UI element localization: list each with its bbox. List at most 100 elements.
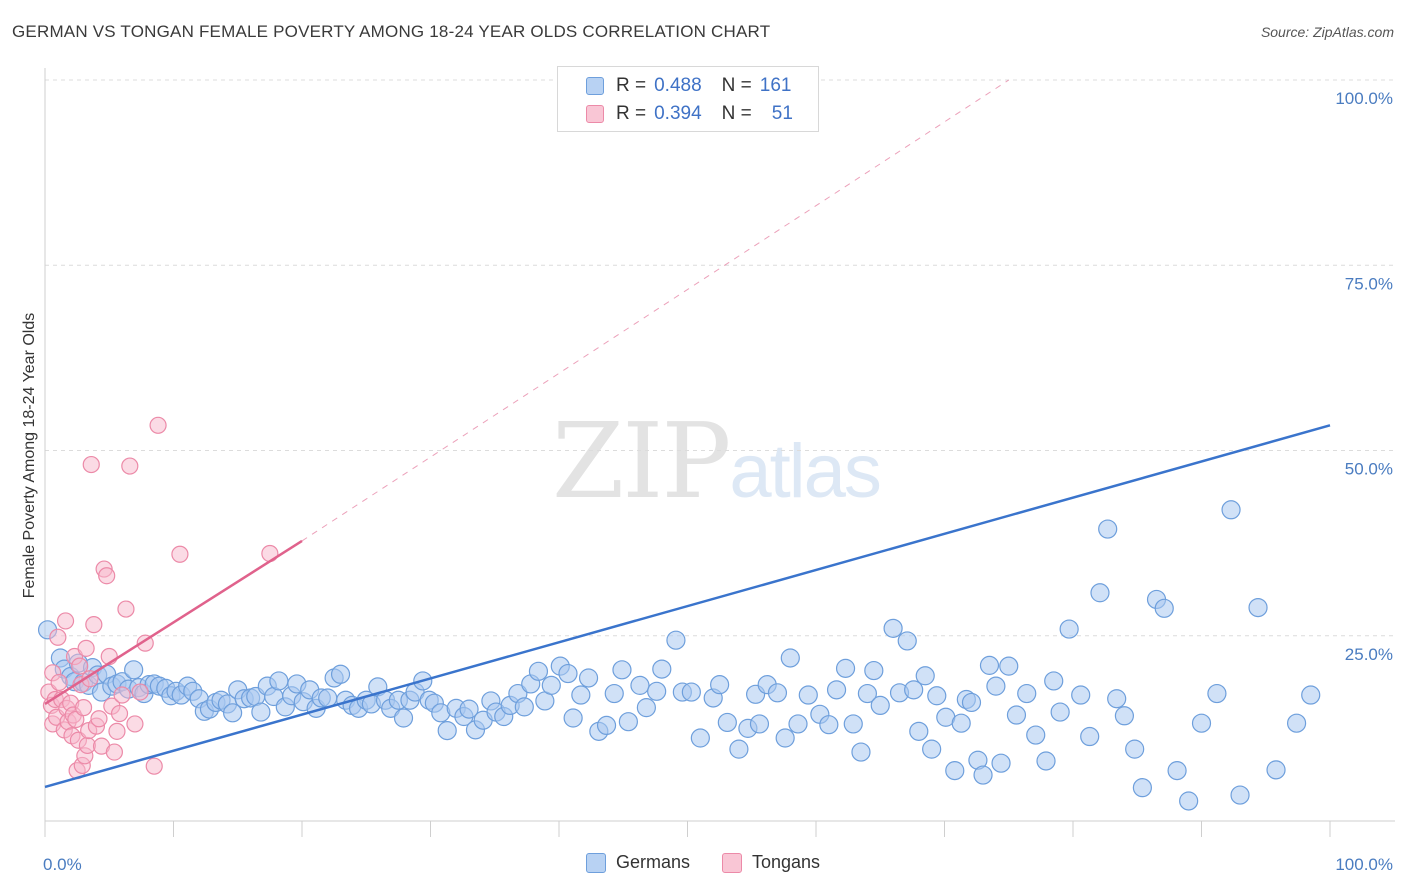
tongan-point [121, 457, 139, 475]
trend-lines [44, 79, 1331, 789]
y-tick-label: 25.0% [1345, 645, 1393, 664]
tongan-point [82, 455, 100, 474]
german-point [927, 686, 947, 706]
german-point [857, 683, 878, 704]
german-point [915, 666, 935, 686]
german-point [999, 656, 1019, 676]
tongan-point [85, 616, 103, 634]
german-point [563, 708, 583, 728]
x-tick-label: 0.0% [43, 855, 82, 874]
german-point [1026, 725, 1046, 745]
german-point [223, 703, 243, 723]
german-point [269, 671, 289, 691]
german-point [1006, 705, 1027, 725]
german-point [393, 708, 414, 728]
german-point [604, 683, 624, 704]
german-point [819, 715, 839, 735]
legend-swatch-germans [586, 77, 604, 95]
german-point [666, 630, 686, 650]
german-point [571, 685, 591, 705]
german-point [909, 721, 929, 741]
german-point [826, 680, 847, 700]
tongan-point [67, 710, 85, 729]
german-point [558, 663, 578, 684]
tongan-point [74, 699, 93, 717]
legend-row-germans: R = 0.488 N = 161 [586, 73, 791, 99]
german-point [1044, 671, 1064, 691]
german-point [1090, 583, 1110, 603]
german-point [330, 664, 351, 684]
axis-labels: 25.0% 50.0% 75.0% 100.0% 0.0% 100.0% Female Po… [21, 89, 1393, 874]
german-point [618, 712, 638, 732]
tongan-point [77, 639, 95, 657]
legend-n-label: N = [721, 75, 752, 96]
tongan-point [50, 673, 68, 692]
german-point [612, 660, 632, 680]
german-point [437, 720, 457, 741]
watermark-zip: ZIP [552, 400, 731, 522]
german-point [1059, 619, 1079, 639]
tongan-point [90, 710, 108, 728]
german-point [835, 658, 856, 678]
german-point [1207, 683, 1227, 704]
german-point [749, 714, 770, 734]
german-point [1036, 751, 1056, 771]
legend-n-label: N = [721, 103, 752, 124]
german-point [514, 697, 534, 717]
tongan-point [171, 545, 189, 563]
german-point [979, 655, 1000, 675]
legend-n-value: 51 [771, 103, 793, 124]
german-point [1125, 739, 1145, 759]
tongan-point [131, 683, 149, 701]
legend-swatch-tongans [721, 852, 742, 873]
tongan-point [145, 757, 163, 775]
tongan-point [117, 600, 135, 618]
german-point [922, 739, 942, 759]
german-point [961, 692, 982, 713]
x-tick-label: 100.0% [1335, 855, 1393, 874]
legend-item-germans: Germans [585, 852, 690, 873]
tongan-point [71, 657, 89, 675]
legend-r-value: 0.394 [654, 103, 702, 124]
german-point [681, 682, 701, 702]
german-point [951, 713, 971, 733]
german-point [1154, 598, 1174, 618]
legend-r-label: R = [616, 103, 647, 124]
german-point [541, 675, 561, 695]
german-point [883, 618, 903, 638]
chart-title: GERMAN VS TONGAN FEMALE POVERTY AMONG 18… [12, 22, 771, 41]
tongan-point [126, 715, 144, 733]
german-point [596, 715, 617, 736]
german-point [1286, 713, 1307, 733]
stats-legend: R = 0.488 N = 161 R = 0.394 N = 51 [557, 66, 819, 132]
tongan-point [149, 416, 167, 434]
y-tick-label: 50.0% [1345, 460, 1393, 479]
watermark: ZIPatlas [552, 400, 882, 522]
tongan-point [98, 567, 116, 585]
legend-label-tongans: Tongans [751, 852, 821, 872]
german-point [767, 683, 788, 703]
watermark-atlas: atlas [729, 429, 882, 514]
german-point [578, 668, 599, 688]
german-point [991, 753, 1011, 773]
german-point [1114, 706, 1135, 726]
legend-r-value: 0.488 [654, 75, 702, 96]
german-point [1132, 778, 1152, 798]
tongan-points [40, 416, 279, 780]
y-tick-label: 75.0% [1345, 274, 1393, 293]
german-point [986, 676, 1006, 696]
german-point [459, 699, 479, 719]
tongan-point [49, 628, 67, 646]
german-point [1248, 597, 1268, 618]
german-point [1230, 785, 1250, 805]
legend-n-value: 161 [759, 75, 792, 96]
tongan-point [110, 704, 129, 723]
german-point [1071, 685, 1091, 705]
german-point [851, 742, 871, 762]
german-point [1080, 726, 1100, 747]
german-point [251, 702, 271, 722]
german-point [528, 661, 549, 681]
german-point [973, 765, 993, 785]
german-point [636, 698, 656, 718]
